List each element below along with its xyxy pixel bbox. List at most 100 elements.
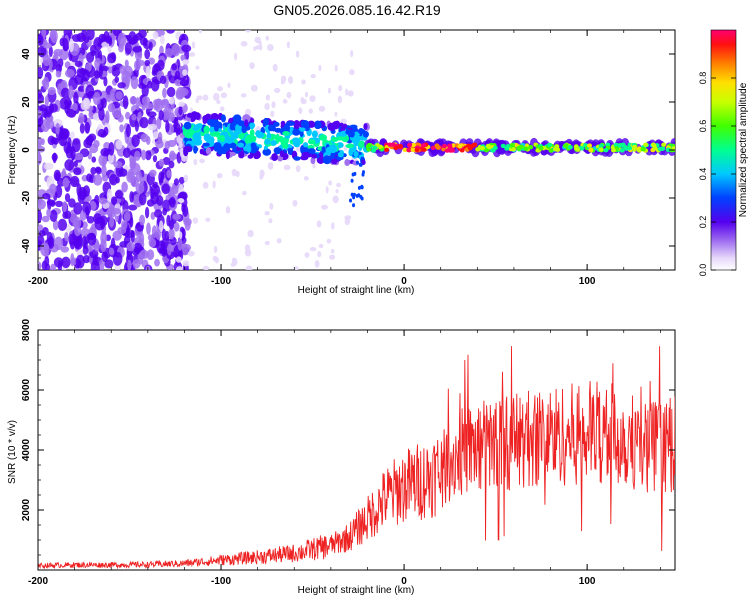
snr-ytick-label: 2000	[21, 498, 32, 521]
snr-ytick-label: 4000	[21, 438, 32, 461]
spectrogram-blob	[139, 116, 149, 129]
spectrogram-blob	[147, 123, 157, 131]
spectrogram-blob	[518, 144, 524, 149]
spectrogram-blob	[209, 126, 216, 132]
spectrogram-blob	[184, 131, 194, 139]
spectrogram-blob	[349, 69, 355, 76]
spectrogram-blob	[407, 142, 413, 148]
spectrogram-blob	[62, 211, 69, 219]
snr-ylabel: SNR (10 * v/v)	[7, 420, 18, 484]
spectrogram-blob	[148, 237, 157, 248]
spectrogram-blob	[183, 121, 192, 130]
spectrogram-blob	[49, 183, 57, 195]
spectrogram-blob	[117, 114, 124, 123]
spectrogram-blob	[228, 142, 237, 149]
spectrogram-blob	[232, 257, 238, 266]
spectrogram-blob	[53, 169, 62, 182]
spectrogram-blob	[154, 209, 163, 218]
spectrogram-blob	[178, 87, 189, 97]
spectrogram-blob	[177, 238, 183, 251]
spectrogram-blob	[158, 220, 164, 233]
spectrogram-blob	[330, 222, 335, 230]
spectrogram-blob	[85, 84, 95, 98]
spectrogram-blob	[351, 172, 355, 177]
spectrogram-blob	[467, 146, 473, 151]
spectrogram-blob	[318, 64, 322, 72]
spectrogram-blob	[79, 122, 85, 134]
spectrogram-blob	[144, 49, 151, 60]
spectrogram-xlabel: Height of straight line (km)	[298, 285, 415, 296]
spectrogram-blob	[166, 112, 175, 122]
spectrogram-blob	[119, 65, 127, 75]
spectrogram-blob	[101, 174, 109, 182]
spectrogram-blob	[145, 136, 151, 145]
spectrogram-blob	[113, 161, 123, 169]
spectrogram-blob	[178, 105, 183, 116]
spectrogram-blob	[671, 146, 675, 151]
spectrogram-ylabel: Frequency (Hz)	[7, 116, 18, 185]
spectrogram-blob	[300, 96, 305, 104]
spectrogram-blob	[68, 233, 76, 246]
spectrogram-blob	[73, 152, 84, 161]
spectrogram-blob	[175, 256, 182, 263]
spectrogram-blob	[643, 142, 649, 147]
spectrogram-blob	[303, 176, 309, 181]
spectrogram-blob	[68, 85, 74, 100]
spectrogram-blob	[366, 142, 372, 148]
spectrogram-blob	[146, 222, 151, 235]
spectrogram-blob	[313, 120, 322, 130]
snr-xtick-label: 100	[579, 576, 596, 587]
spectrogram-blob	[253, 46, 257, 51]
spectrogram-blob	[353, 150, 359, 158]
spectrogram-blob	[83, 36, 90, 43]
spectrogram-blob	[111, 67, 121, 77]
spectrogram-blob	[509, 142, 515, 148]
spectrogram-blob	[38, 195, 43, 206]
spectrogram-blob	[132, 46, 142, 53]
spectrogram-blob	[344, 215, 352, 220]
spectrogram-blob	[357, 193, 361, 198]
spectrogram-blob	[286, 91, 292, 99]
spectrogram-blob	[73, 202, 83, 215]
spectrogram-blob	[100, 231, 108, 245]
spectrogram-blob	[133, 59, 141, 71]
spectrogram-blob	[310, 73, 316, 79]
spectrogram-blob	[121, 181, 128, 193]
spectrogram-blob	[393, 145, 399, 151]
spectrogram-blob	[65, 96, 72, 110]
spectrogram-blob	[249, 129, 255, 137]
spectrogram-blob	[246, 145, 252, 153]
spectrogram-blob	[117, 32, 127, 47]
spectrogram-blob	[115, 139, 123, 150]
spectrogram-ytick-label: -40	[21, 238, 32, 253]
spectrogram-blob	[131, 114, 137, 121]
spectrogram-blob	[349, 198, 353, 203]
spectrogram-blob	[132, 259, 141, 269]
spectrogram-blob	[216, 99, 221, 105]
spectrogram-blob	[202, 181, 209, 189]
spectrogram-blob	[345, 143, 355, 149]
spectrogram-blob	[563, 143, 569, 148]
spectrogram-blob	[276, 238, 282, 244]
spectrogram-blob	[397, 144, 403, 149]
spectrogram-blob	[295, 165, 301, 173]
spectrogram-blob	[338, 85, 343, 92]
spectrogram-blob	[193, 158, 198, 166]
spectrogram-blob	[650, 142, 656, 147]
spectrogram-blob	[134, 199, 141, 208]
spectrogram-blob	[74, 60, 83, 67]
spectrogram-blob	[90, 261, 96, 270]
spectrogram-ytick-label: 20	[21, 96, 32, 108]
spectrogram-blob	[55, 122, 60, 135]
spectrogram-blob	[42, 42, 52, 49]
spectrogram-blob	[619, 148, 625, 153]
figure-title: GN05.2026.085.16.42.R19	[273, 2, 441, 18]
spectrogram-blob	[93, 139, 100, 148]
spectrogram-blob	[127, 259, 132, 270]
spectrogram-blob	[38, 93, 45, 104]
spectrogram-blob	[64, 159, 75, 171]
spectrogram-blob	[38, 34, 44, 46]
spectrogram-blob	[61, 256, 71, 269]
spectrogram-blob	[588, 148, 594, 153]
spectrogram-blob	[141, 149, 147, 161]
